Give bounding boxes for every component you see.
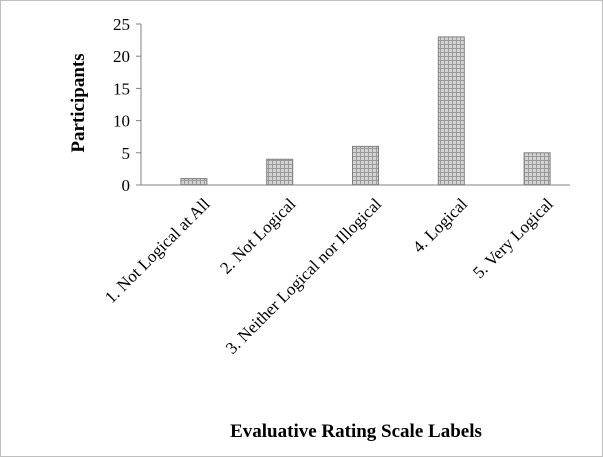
x-tick-label: 5. Very Logical [469, 194, 557, 282]
bar [266, 158, 294, 186]
bar [352, 145, 379, 186]
x-tick-label: 2. Not Logical [216, 194, 299, 277]
y-tick-label: 25 [113, 15, 130, 34]
y-tick-label: 0 [122, 176, 131, 195]
x-tick-label: 1. Not Logical at All [101, 194, 214, 307]
bar [180, 178, 208, 186]
axes [140, 24, 570, 186]
x-tick-label: 3. Neither Logical nor Illogical [222, 194, 386, 358]
x-axis-title: Evaluative Rating Scale Labels [230, 421, 482, 442]
y-tick-label: 5 [122, 144, 131, 163]
x-tick-label: 4. Logical [409, 194, 471, 256]
y-tick-label: 15 [113, 79, 130, 98]
y-axis-title: Participants [68, 53, 89, 152]
y-tick-label: 10 [113, 112, 130, 131]
y-tick-label: 20 [113, 47, 130, 66]
bar [523, 152, 551, 186]
bar [437, 36, 465, 186]
y-axis-ticks: 0 5 10 15 20 25 [113, 15, 141, 195]
bars [180, 36, 551, 186]
